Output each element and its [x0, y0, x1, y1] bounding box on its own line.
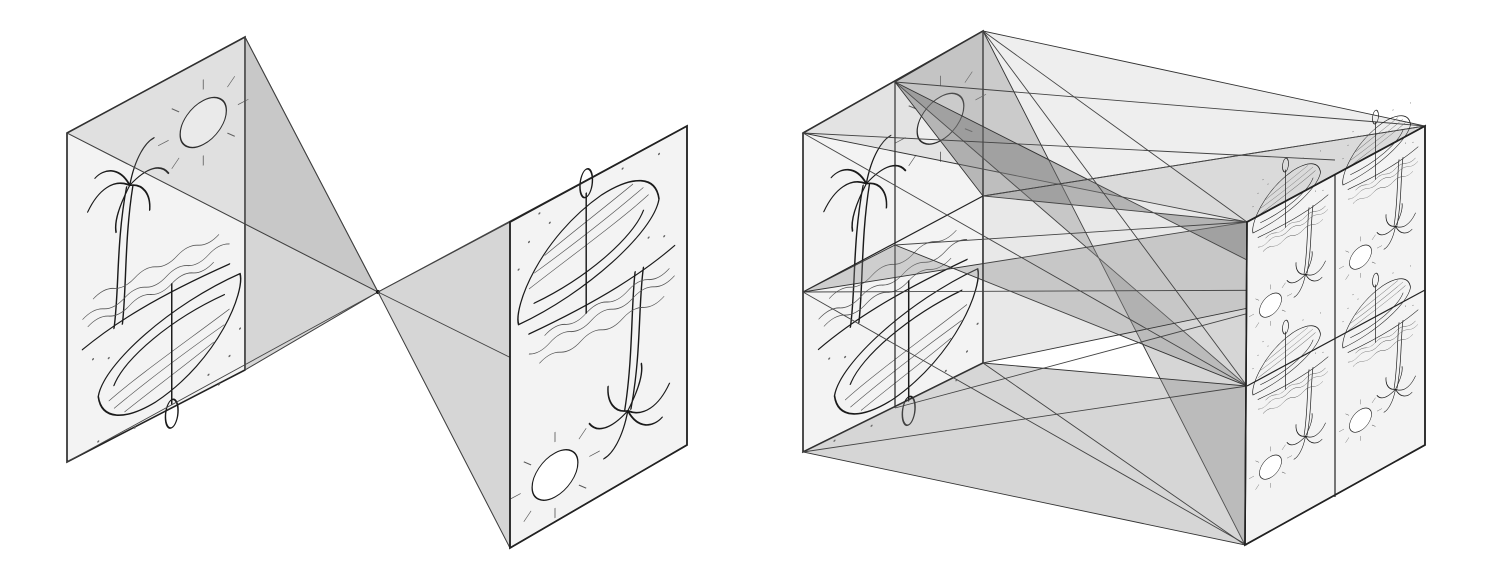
- ray: [244, 36, 379, 293]
- ray: [377, 221, 511, 293]
- image-plane-2-border: [1244, 124, 1426, 547]
- image-grid-line: [1246, 289, 1426, 387]
- panel-single-pinhole: [66, 35, 688, 550]
- grid-line: [802, 195, 984, 293]
- light-cone-back: [377, 221, 511, 549]
- ray: [244, 291, 379, 371]
- panel-multiple-pinholes: [801, 29, 1427, 547]
- ray: [66, 132, 379, 293]
- image-plane-border: [509, 124, 688, 550]
- rays-group: [802, 30, 1426, 546]
- ray: [377, 291, 511, 549]
- ray: [66, 291, 379, 463]
